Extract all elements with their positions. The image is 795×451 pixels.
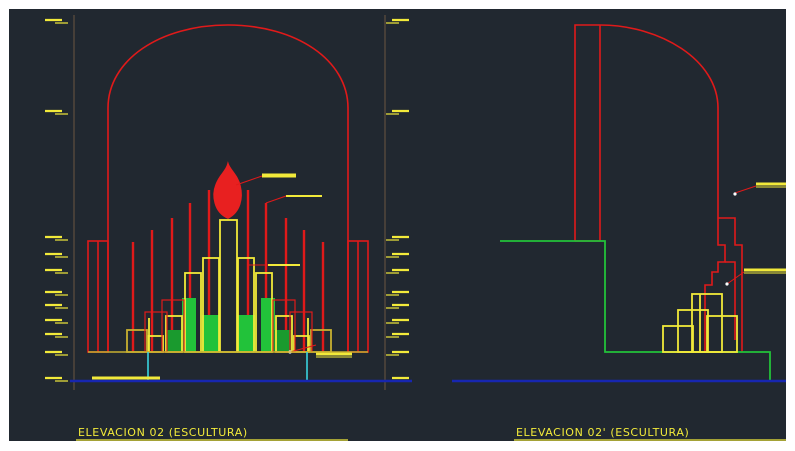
arch-section: [574, 24, 719, 241]
title-left: ELEVACION 02 (ESCULTURA): [78, 426, 248, 439]
elevation-02-prime-right: [452, 24, 786, 383]
base-plinth: [88, 351, 368, 382]
level-markers-right: [386, 18, 409, 382]
title-block-left: ELEVACION 02 (ESCULTURA): [76, 426, 348, 441]
green-profile: [500, 240, 771, 381]
yellow-columns: [126, 219, 332, 353]
cad-drawing-canvas[interactable]: ELEVACION 02 (ESCULTURA) ELEVACION 02' (…: [9, 9, 786, 441]
dimension-lines: [73, 15, 386, 390]
flame-sculpture-top: [213, 161, 242, 219]
annotation-leaders: [235, 173, 352, 358]
yellow-steps: [662, 293, 738, 353]
annotation-leaders-right: [725, 182, 786, 286]
arch-outline: [107, 24, 349, 352]
cad-viewport[interactable]: ELEVACION 02 (ESCULTURA) ELEVACION 02' (…: [9, 9, 786, 441]
title-block-right: ELEVACION 02' (ESCULTURA): [514, 426, 786, 441]
level-markers-left: [45, 18, 68, 382]
title-right: ELEVACION 02' (ESCULTURA): [516, 426, 689, 439]
elevation-02-left: [45, 15, 412, 390]
side-pedestals: [87, 240, 369, 353]
stepped-wall: [704, 217, 743, 352]
